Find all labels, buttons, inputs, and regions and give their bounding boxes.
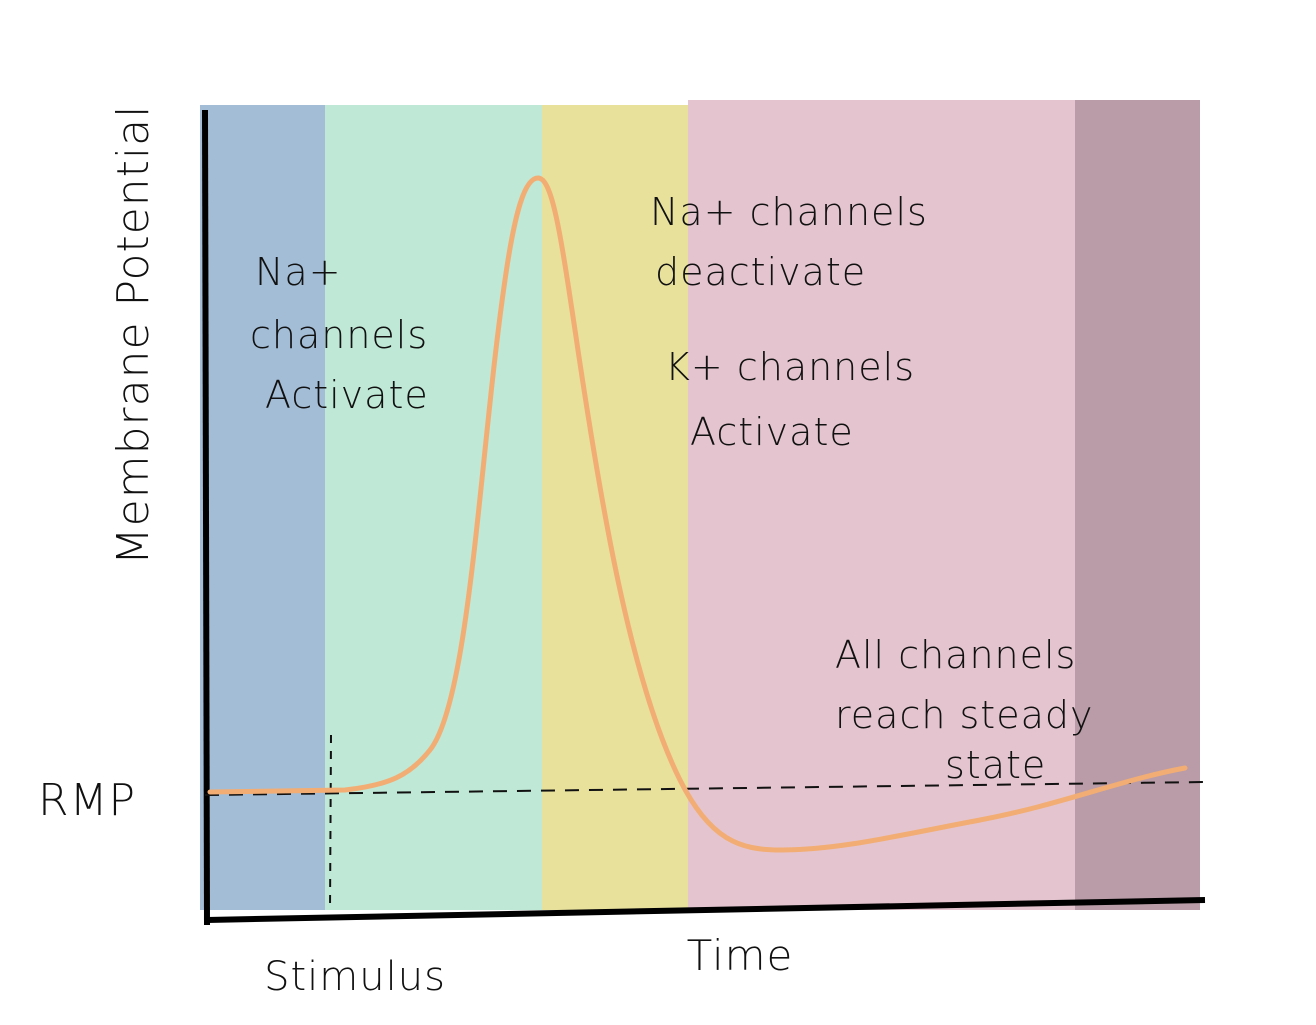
x-axis-label: Time [687,931,794,980]
annotation-line: channels [250,313,428,357]
annotation-line: Activate [690,410,854,454]
stimulus-label: Stimulus [264,954,446,1000]
annotation-line: Na+ channels [650,190,928,234]
stimulus-line [329,734,332,911]
annotation-line: state [945,743,1046,787]
y-axis-label: Membrane Potential [108,105,159,566]
band-steady [1075,100,1200,910]
y-axis [202,109,210,926]
annotation-line: Activate [265,373,429,417]
band-hyperpolarization [688,100,1083,910]
annotation-line: Na+ [255,250,342,294]
potential-curve [207,175,1188,853]
x-axis [206,897,1206,923]
band-repolarization [542,105,692,910]
annotation-line: deactivate [655,250,866,294]
band-resting [200,105,328,910]
annotation-line: K+ channels [665,345,915,389]
rmp-label: RMP [38,775,136,826]
annotation-line: All channels [835,633,1076,677]
annotation-line: reach steady [835,693,1093,737]
